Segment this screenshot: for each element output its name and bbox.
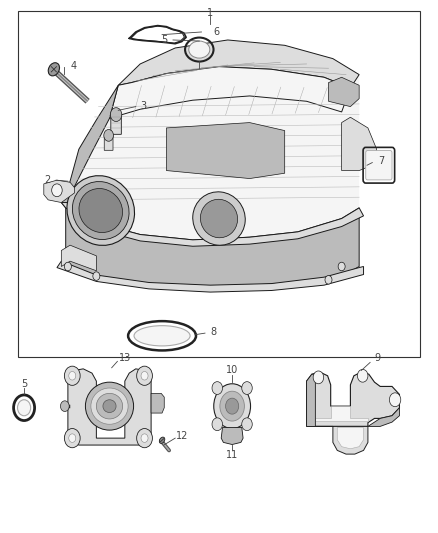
Circle shape [357, 369, 368, 382]
Polygon shape [307, 374, 320, 426]
Circle shape [137, 366, 152, 385]
Polygon shape [151, 393, 164, 413]
Text: 5: 5 [161, 35, 167, 45]
Ellipse shape [96, 393, 123, 419]
Circle shape [338, 262, 345, 271]
Polygon shape [61, 203, 364, 246]
Ellipse shape [159, 437, 165, 443]
Circle shape [325, 276, 332, 284]
Ellipse shape [18, 400, 31, 416]
Polygon shape [328, 77, 359, 107]
Circle shape [389, 393, 401, 407]
Polygon shape [104, 132, 113, 150]
Polygon shape [61, 245, 96, 271]
Circle shape [64, 262, 71, 271]
Ellipse shape [91, 388, 128, 424]
Polygon shape [307, 372, 399, 426]
Ellipse shape [193, 192, 245, 245]
Polygon shape [61, 85, 118, 208]
Polygon shape [368, 408, 399, 426]
Text: 1: 1 [207, 8, 213, 18]
Circle shape [212, 382, 223, 394]
Polygon shape [221, 427, 243, 445]
Text: 9: 9 [374, 353, 381, 363]
Polygon shape [315, 426, 368, 454]
Polygon shape [166, 123, 285, 179]
Text: 11: 11 [226, 450, 238, 460]
Ellipse shape [201, 199, 237, 238]
Polygon shape [337, 427, 364, 449]
Ellipse shape [189, 41, 210, 58]
Polygon shape [57, 261, 364, 292]
Ellipse shape [134, 326, 190, 346]
Polygon shape [315, 406, 368, 421]
Text: 6: 6 [214, 27, 220, 37]
Circle shape [93, 272, 100, 280]
Circle shape [141, 434, 148, 442]
Ellipse shape [85, 382, 134, 430]
Circle shape [69, 434, 76, 442]
Text: 4: 4 [71, 61, 77, 71]
Circle shape [226, 398, 239, 414]
Text: 3: 3 [141, 101, 147, 110]
Circle shape [60, 401, 69, 411]
Polygon shape [66, 208, 359, 287]
Circle shape [64, 366, 80, 385]
Circle shape [242, 418, 252, 431]
Polygon shape [111, 111, 121, 134]
Text: 12: 12 [176, 431, 188, 441]
Text: 7: 7 [378, 156, 384, 166]
Polygon shape [61, 75, 359, 240]
Circle shape [110, 108, 122, 122]
Text: 8: 8 [211, 327, 217, 337]
Text: 2: 2 [44, 175, 50, 185]
FancyBboxPatch shape [366, 150, 392, 180]
Text: 13: 13 [119, 353, 131, 363]
Text: 5: 5 [21, 379, 27, 389]
Circle shape [104, 130, 113, 141]
Polygon shape [44, 180, 74, 203]
Circle shape [214, 384, 251, 429]
Ellipse shape [79, 189, 123, 232]
Ellipse shape [67, 176, 134, 245]
Circle shape [64, 429, 80, 448]
Circle shape [52, 184, 62, 197]
Ellipse shape [103, 400, 116, 413]
Polygon shape [110, 67, 350, 118]
Ellipse shape [48, 63, 60, 76]
Circle shape [212, 418, 223, 431]
Circle shape [242, 382, 252, 394]
Polygon shape [342, 117, 377, 171]
Circle shape [220, 391, 244, 421]
Circle shape [69, 372, 76, 380]
Ellipse shape [72, 182, 129, 239]
Circle shape [137, 429, 152, 448]
Text: 10: 10 [226, 365, 238, 375]
Circle shape [141, 372, 148, 380]
Circle shape [313, 371, 324, 384]
Polygon shape [68, 369, 151, 445]
Polygon shape [118, 40, 359, 88]
Bar [18, 11, 420, 357]
